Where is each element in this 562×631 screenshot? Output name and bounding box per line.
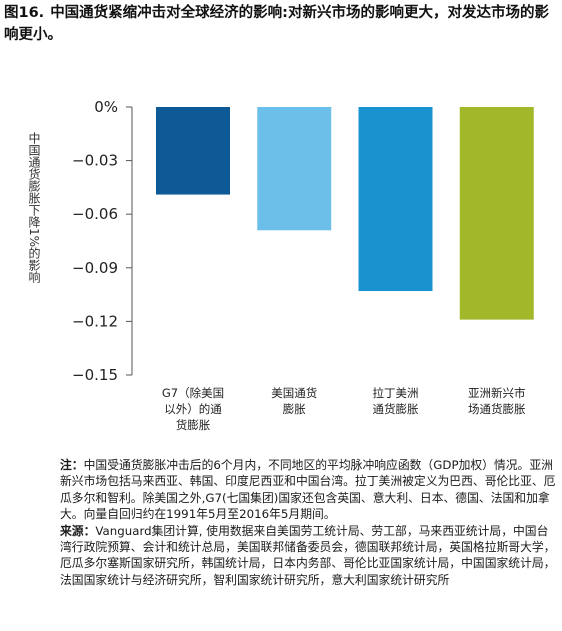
x-category-label: 美国通货: [271, 386, 317, 400]
note-head: 注：: [60, 458, 84, 472]
note-text: 中国受通货膨胀冲击后的6个月内，不同地区的平均脉冲响应函数（GDP加权）情况。亚…: [60, 458, 556, 522]
bar: [358, 107, 433, 292]
y-axis-label: 中国通货膨胀下降1%的影响: [27, 132, 40, 284]
bar: [459, 107, 534, 320]
source-text: Vanguard集团计算, 使用数据来自美国劳工统计局、劳工部，马来西亚统计局，…: [60, 523, 556, 587]
y-tick-label: −0.09: [72, 259, 118, 277]
x-category-label: 通货膨胀: [373, 402, 419, 416]
bar: [257, 107, 332, 231]
figure-title: 图16. 中国通货紧缩冲击对全球经济的影响:对新兴市场的影响更大，对发达市场的影响…: [4, 2, 556, 46]
figure-title-text: 中国通货紧缩冲击对全球经济的影响:对新兴市场的影响更大，对发达市场的影响更小。: [4, 5, 549, 43]
x-category-label: 膨胀: [283, 402, 306, 416]
x-category-label: 亚洲新兴市: [468, 386, 526, 400]
y-tick-label: −0.06: [72, 205, 118, 223]
notes-block: 注：中国受通货膨胀冲击后的6个月内，不同地区的平均脉冲响应函数（GDP加权）情况…: [60, 457, 556, 588]
source-paragraph: 来源：Vanguard集团计算, 使用数据来自美国劳工统计局、劳工部，马来西亚统…: [60, 523, 556, 589]
x-category-label: G7（除美国: [162, 386, 224, 400]
bar-chart: 0% −0.03 −0.06 −0.09 −0.12 −0.15 G7（除美国以外）的通货膨…: [72, 98, 534, 432]
x-category-label: 场通货膨胀: [468, 402, 526, 416]
y-tick-label: −0.03: [72, 152, 118, 170]
bar: [156, 107, 230, 195]
y-tick-label: −0.15: [72, 366, 118, 384]
x-category-label: 以外）的通: [164, 402, 222, 416]
figure-number: 图16.: [4, 5, 45, 21]
note-paragraph: 注：中国受通货膨胀冲击后的6个月内，不同地区的平均脉冲响应函数（GDP加权）情况…: [60, 457, 556, 523]
y-tick-label: 0%: [94, 98, 118, 116]
x-category-label: 拉丁美洲: [373, 386, 419, 400]
y-tick-label: −0.12: [72, 312, 118, 330]
x-category-label: 货膨胀: [176, 418, 211, 432]
source-head: 来源：: [60, 523, 96, 538]
